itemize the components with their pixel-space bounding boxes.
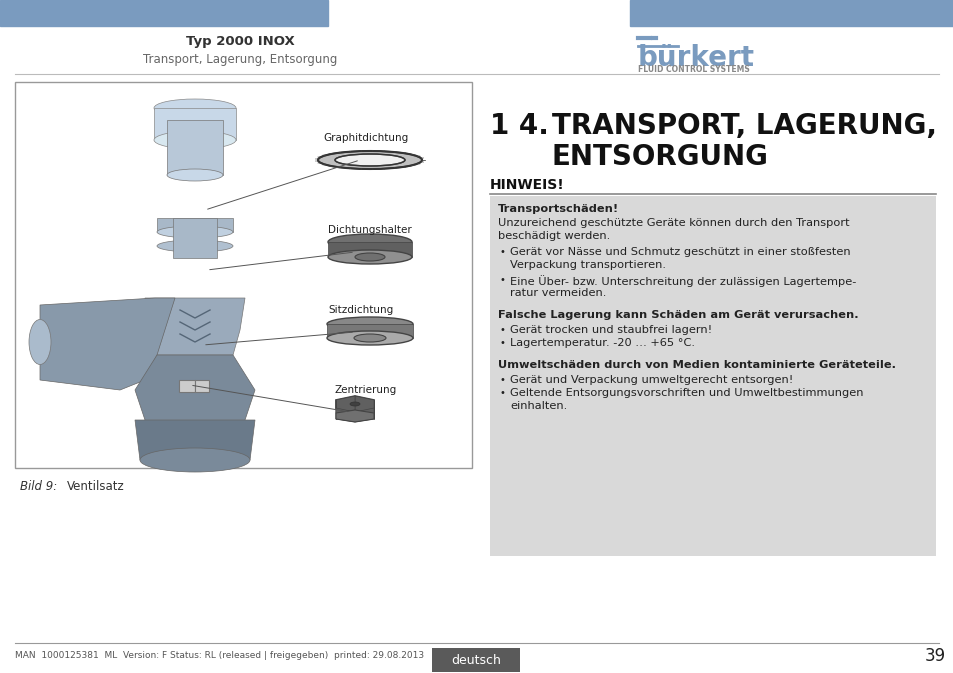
Text: Typ 2000 INOX: Typ 2000 INOX	[186, 36, 294, 48]
Polygon shape	[335, 408, 355, 422]
Ellipse shape	[157, 226, 233, 238]
Ellipse shape	[355, 253, 385, 261]
Text: Falsche Lagerung kann Schäden am Gerät verursachen.: Falsche Lagerung kann Schäden am Gerät v…	[497, 310, 858, 320]
Text: Geltende Entsorgungsvorschriften und Umweltbestimmungen: Geltende Entsorgungsvorschriften und Umw…	[510, 388, 862, 398]
Bar	[153, 108, 235, 140]
Bar	[0, 0, 328, 26]
Bar	[629, 0, 953, 26]
Text: einhalten.: einhalten.	[510, 401, 567, 411]
Bar	[172, 218, 216, 258]
Text: Eine Über- bzw. Unterschreitung der zulässigen Lagertempe-: Eine Über- bzw. Unterschreitung der zulä…	[510, 275, 856, 287]
Ellipse shape	[140, 448, 250, 472]
Ellipse shape	[350, 402, 359, 406]
Ellipse shape	[317, 151, 421, 169]
Polygon shape	[335, 410, 374, 422]
Text: beschädigt werden.: beschädigt werden.	[497, 231, 610, 241]
Text: TRANSPORT, LAGERUNG,: TRANSPORT, LAGERUNG,	[552, 112, 936, 140]
Text: deutsch: deutsch	[451, 653, 500, 666]
Text: Lagertemperatur. -20 … +65 °C.: Lagertemperatur. -20 … +65 °C.	[510, 338, 695, 348]
Text: Zentrierung: Zentrierung	[335, 385, 396, 395]
Bar	[328, 242, 412, 257]
Text: •: •	[499, 388, 505, 398]
Bar	[490, 196, 935, 556]
Text: Umweltschäden durch von Medien kontaminierte Geräteteile.: Umweltschäden durch von Medien kontamini…	[497, 360, 895, 370]
Polygon shape	[40, 298, 174, 390]
Text: Gerät und Verpackung umweltgerecht entsorgen!: Gerät und Verpackung umweltgerecht entso…	[510, 375, 793, 385]
Text: ENTSORGUNG: ENTSORGUNG	[552, 143, 768, 171]
Text: Ventilsatz: Ventilsatz	[67, 479, 125, 493]
Ellipse shape	[167, 169, 223, 181]
Ellipse shape	[354, 334, 386, 342]
Text: 39: 39	[923, 647, 944, 665]
Bar	[167, 120, 223, 175]
Ellipse shape	[328, 234, 412, 250]
Ellipse shape	[327, 317, 413, 331]
Text: FLUID CONTROL SYSTEMS: FLUID CONTROL SYSTEMS	[638, 65, 749, 73]
Ellipse shape	[328, 250, 412, 264]
Polygon shape	[355, 408, 374, 422]
Bar	[157, 218, 233, 232]
Ellipse shape	[327, 331, 413, 345]
Ellipse shape	[153, 99, 235, 117]
Text: •: •	[499, 375, 505, 385]
Text: ratur vermeiden.: ratur vermeiden.	[510, 288, 606, 298]
Ellipse shape	[29, 320, 51, 365]
Text: Sitzdichtung: Sitzdichtung	[328, 305, 393, 315]
Bar	[179, 380, 194, 392]
Text: Transport, Lagerung, Entsorgung: Transport, Lagerung, Entsorgung	[143, 53, 336, 67]
Polygon shape	[335, 396, 374, 412]
Text: bürkert: bürkert	[638, 44, 754, 72]
Text: Graphitdichtung: Graphitdichtung	[323, 133, 408, 143]
Text: Transportschäden!: Transportschäden!	[497, 204, 618, 214]
Text: 1 4.: 1 4.	[490, 112, 548, 140]
Text: Gerät trocken und staubfrei lagern!: Gerät trocken und staubfrei lagern!	[510, 325, 712, 335]
Text: •: •	[499, 247, 505, 257]
Text: Bild 9:: Bild 9:	[20, 479, 57, 493]
Polygon shape	[145, 298, 245, 355]
Ellipse shape	[153, 131, 235, 149]
Text: Verpackung transportieren.: Verpackung transportieren.	[510, 260, 665, 270]
Text: •: •	[499, 325, 505, 335]
Text: •: •	[499, 275, 505, 285]
Ellipse shape	[157, 240, 233, 252]
Text: MAN  1000125381  ML  Version: F Status: RL (released | freigegeben)  printed: 29: MAN 1000125381 ML Version: F Status: RL …	[15, 651, 424, 660]
Polygon shape	[135, 420, 254, 460]
Bar	[194, 380, 209, 392]
Polygon shape	[135, 355, 254, 460]
Text: Dichtungshalter: Dichtungshalter	[328, 225, 412, 235]
Bar	[327, 324, 413, 338]
Text: HINWEIS!: HINWEIS!	[490, 178, 564, 192]
Text: Gerät vor Nässe und Schmutz geschützt in einer stoßfesten: Gerät vor Nässe und Schmutz geschützt in…	[510, 247, 850, 257]
Bar	[432, 648, 519, 672]
Text: •: •	[499, 338, 505, 348]
Bar	[15, 82, 472, 468]
Text: Unzureichend geschützte Geräte können durch den Transport: Unzureichend geschützte Geräte können du…	[497, 218, 849, 228]
Polygon shape	[335, 396, 355, 413]
Polygon shape	[355, 396, 374, 413]
Ellipse shape	[335, 154, 405, 166]
